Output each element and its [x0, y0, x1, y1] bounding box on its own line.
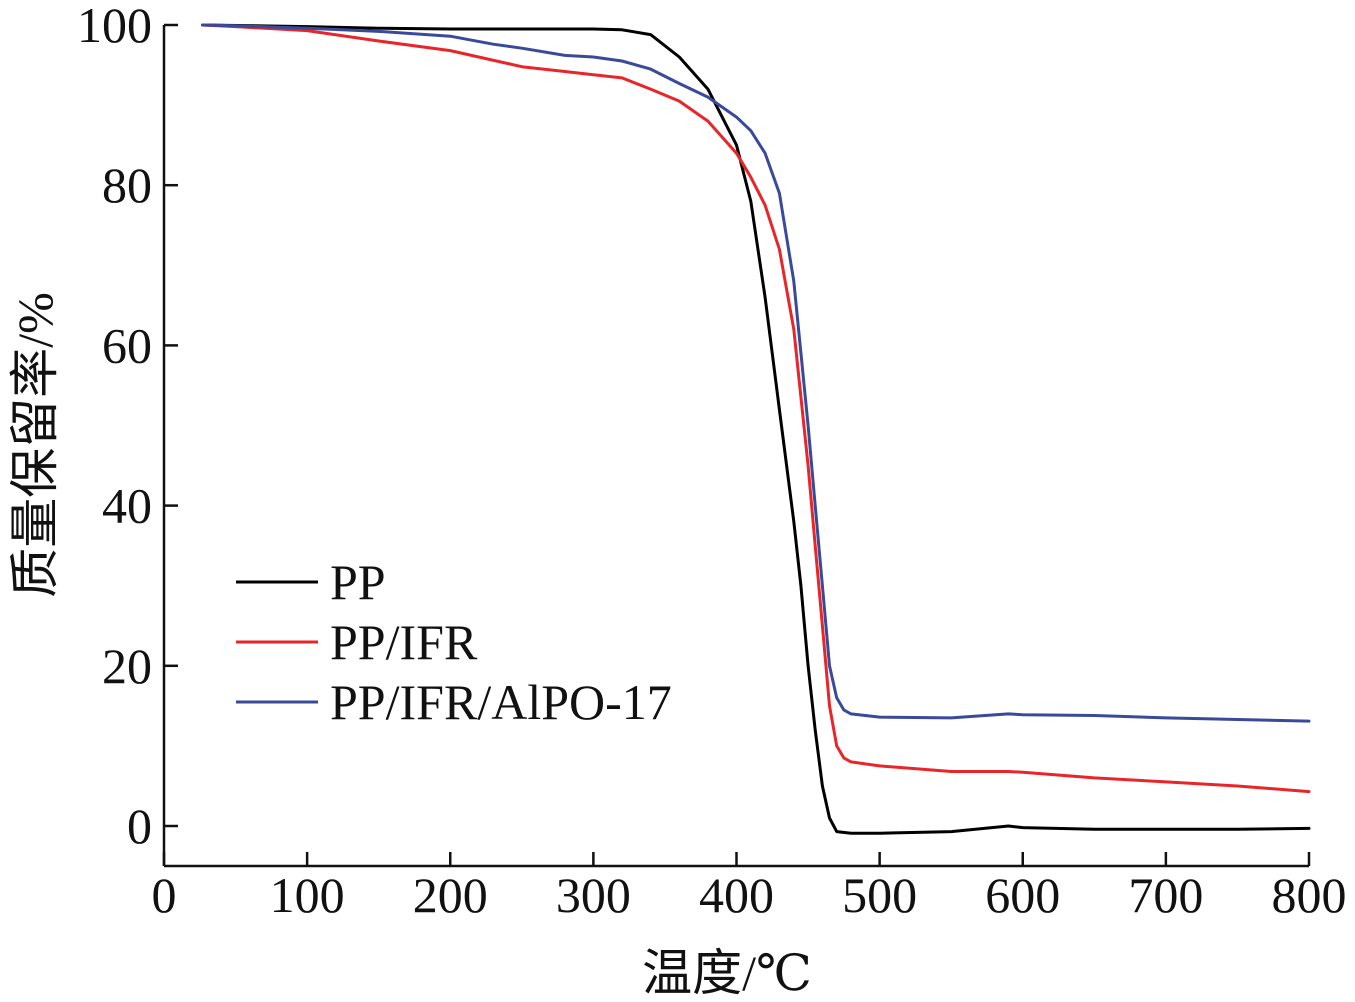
x-tick-label: 0	[152, 867, 177, 923]
y-axis-title: 质量保留率/%	[7, 292, 63, 598]
axes: 0 100 200 300 400 500 600 700 800 0 20 40 60 80 100	[77, 0, 1347, 923]
series-layer	[201, 23, 1311, 835]
x-tick-label: 600	[985, 867, 1060, 923]
y-tick-label: 20	[102, 638, 152, 694]
x-axis-title: 温度/℃	[642, 945, 812, 1001]
x-tick-label: 100	[270, 867, 345, 923]
y-tick-label: 0	[127, 798, 152, 854]
y-tick-label: 100	[77, 0, 152, 53]
y-tick-label: 60	[102, 317, 152, 373]
legend-label: PP/IFR	[330, 614, 478, 670]
x-tick-label: 400	[699, 867, 774, 923]
legend-label: PP/IFR/AlPO-17	[330, 674, 672, 730]
x-tick-label: 500	[842, 867, 917, 923]
series-line-pp-ifr-alpo-17	[201, 23, 1311, 723]
y-tick-label: 80	[102, 157, 152, 213]
y-tick-label: 40	[102, 478, 152, 534]
x-tick-label: 200	[413, 867, 488, 923]
series-line-pp-ifr	[201, 23, 1311, 794]
series-line-pp	[201, 23, 1311, 835]
x-tick-label: 300	[556, 867, 631, 923]
x-tick-label: 800	[1272, 867, 1347, 923]
legend-label: PP	[330, 554, 386, 610]
x-tick-label: 700	[1128, 867, 1203, 923]
